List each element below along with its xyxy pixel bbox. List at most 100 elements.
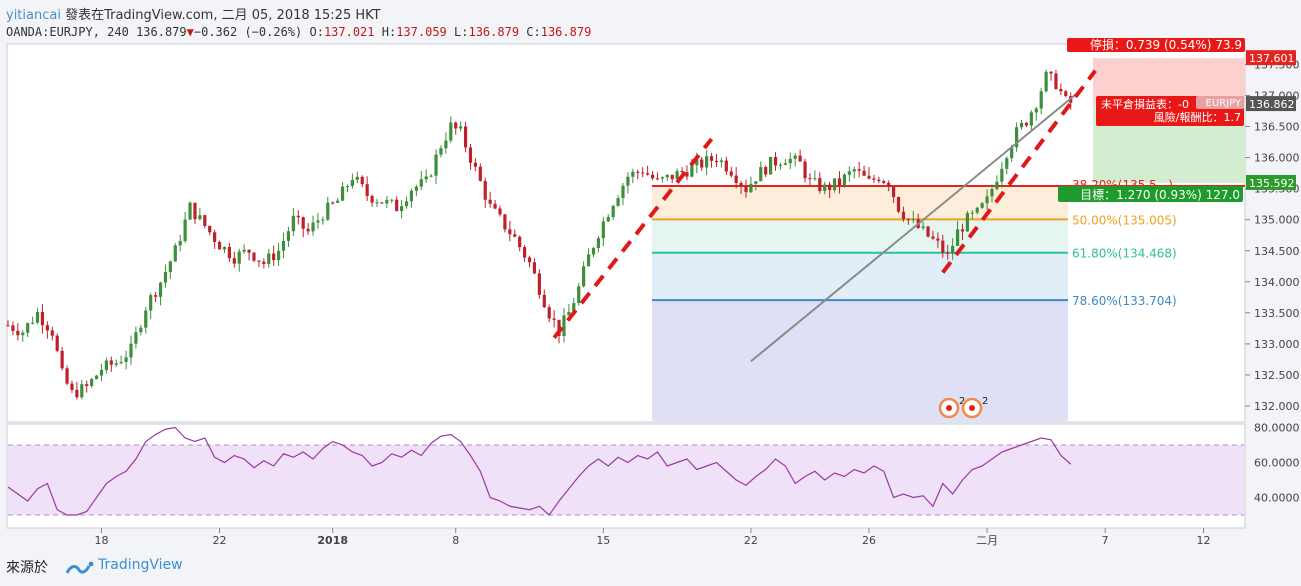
price-tick-label: 134.000	[1254, 276, 1300, 289]
candle-body	[911, 219, 915, 221]
candle-body	[350, 179, 354, 187]
price-marker-label: 136.862	[1249, 98, 1295, 111]
candle-body	[650, 174, 655, 179]
target-label-bg	[1058, 186, 1243, 202]
candle-body	[960, 229, 965, 232]
candle-body	[31, 322, 35, 324]
candle-body	[975, 207, 979, 213]
candle-body	[291, 215, 295, 232]
rsi-band	[8, 445, 1244, 515]
candle-body	[257, 260, 261, 262]
candle-body	[532, 262, 537, 274]
candlestick-series	[6, 69, 1073, 400]
candle-body	[508, 229, 512, 235]
price-change: −0.362 (−0.26%)	[193, 25, 303, 39]
candle-body	[414, 186, 418, 191]
candle-body	[70, 383, 74, 390]
candle-body	[149, 295, 153, 311]
symbol-tag-text: EURJPY	[1206, 98, 1242, 109]
candle-body	[744, 185, 748, 193]
candle-body	[193, 202, 197, 220]
symbol-tag-bg	[1196, 96, 1244, 109]
candle-body	[867, 175, 871, 179]
candle-body	[129, 343, 133, 358]
candle-body	[311, 222, 315, 232]
fib-band	[652, 186, 1068, 220]
candle-body	[842, 174, 846, 185]
time-tick-label: 8	[452, 534, 459, 547]
candle-body	[459, 126, 463, 129]
price-tick-label: 136.500	[1254, 121, 1300, 134]
candle-body	[680, 171, 684, 173]
candle-body	[90, 379, 94, 386]
candle-body	[823, 184, 827, 192]
candle-body	[1000, 168, 1004, 182]
candle-body	[906, 219, 910, 221]
time-tick-label: 15	[596, 534, 610, 547]
candle-body	[144, 310, 148, 328]
stop-loss-label: 停損：0.739 (0.54%) 73.9	[1067, 37, 1245, 52]
candle-body	[360, 176, 364, 185]
candle-body	[488, 199, 492, 204]
author-name[interactable]: yitiancai	[6, 8, 61, 23]
candle-body	[818, 178, 822, 192]
candle-body	[385, 199, 389, 204]
candle-body	[995, 181, 999, 190]
footer-brand[interactable]: TradingView	[98, 557, 183, 573]
rsi-tick-label: 60.0000	[1254, 457, 1300, 470]
candle-body	[277, 250, 281, 261]
candle-body	[439, 148, 443, 155]
candle-body	[267, 253, 271, 264]
candle-body	[778, 164, 783, 166]
high-value: 137.059	[396, 25, 447, 39]
candle-body	[892, 186, 896, 198]
candle-body	[331, 202, 335, 204]
candle-body	[242, 249, 246, 252]
close-value: 136.879	[540, 25, 592, 39]
candle-body	[955, 229, 960, 246]
price-tick-label: 133.000	[1254, 338, 1300, 351]
candle-body	[217, 242, 222, 250]
candle-body	[163, 272, 168, 283]
price-marker	[1246, 174, 1296, 190]
candle-body	[990, 189, 994, 197]
candle-body	[183, 219, 187, 241]
candle-body	[926, 226, 930, 237]
candle-body	[400, 206, 404, 212]
candle-body	[537, 273, 541, 295]
candle-body	[872, 178, 876, 180]
pnl-label: 未平倉損益表：-0	[1101, 97, 1189, 111]
candle-body	[631, 171, 635, 177]
candle-body	[340, 186, 345, 201]
candle-body	[729, 171, 733, 176]
candle-body	[21, 332, 25, 336]
candle-body	[542, 294, 546, 308]
candle-body	[655, 178, 660, 180]
candle-body	[473, 162, 477, 167]
candle-body	[572, 303, 576, 312]
candle-body	[178, 240, 182, 246]
candle-body	[562, 315, 566, 337]
candle-body	[247, 249, 251, 253]
candle-body	[941, 240, 945, 253]
candle-body	[483, 180, 487, 200]
stop-loss-label-bg	[1067, 38, 1245, 52]
candle-body	[262, 261, 266, 264]
candle-body	[1010, 147, 1014, 159]
candle-body	[119, 361, 123, 364]
candle-body	[85, 384, 89, 386]
candle-body	[336, 200, 340, 203]
candle-body	[80, 384, 84, 398]
candle-body	[237, 251, 241, 264]
candle-body	[1005, 158, 1009, 169]
candle-body	[670, 174, 674, 180]
candle-body	[577, 286, 581, 304]
candle-body	[626, 176, 630, 186]
candle-body	[208, 225, 212, 233]
candle-body	[946, 252, 950, 254]
candle-body	[227, 246, 231, 259]
candle-body	[355, 176, 359, 180]
candle-body	[65, 368, 69, 384]
open-value: 137.021	[323, 25, 375, 39]
